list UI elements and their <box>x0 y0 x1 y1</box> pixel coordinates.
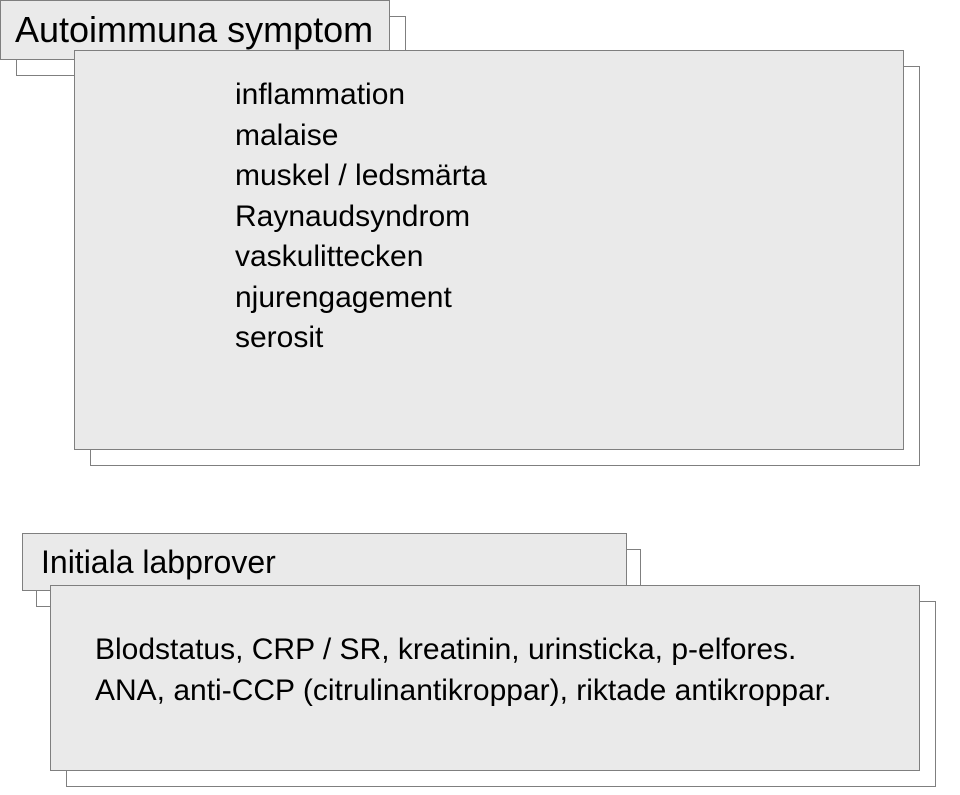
top-body-line: serosit <box>235 318 903 359</box>
mid-title-text: Initiala labprover <box>23 534 626 591</box>
top-body-line: Raynaudsyndrom <box>235 197 903 238</box>
top-body-line: muskel / ledsmärta <box>235 156 903 197</box>
mid-body-line: Blodstatus, CRP / SR, kreatinin, urinsti… <box>95 630 919 671</box>
top-body-line: inflammation <box>235 75 903 116</box>
top-body-line: vaskulittecken <box>235 237 903 278</box>
top-body-box: inflammation malaise muskel / ledsmärta … <box>74 50 904 450</box>
mid-body-line: ANA, anti-CCP (citrulinantikroppar), rik… <box>95 671 919 712</box>
top-body-line: njurengagement <box>235 278 903 319</box>
top-body-line: malaise <box>235 116 903 157</box>
mid-body-box: Blodstatus, CRP / SR, kreatinin, urinsti… <box>50 585 920 771</box>
mid-title-box: Initiala labprover <box>22 533 627 591</box>
